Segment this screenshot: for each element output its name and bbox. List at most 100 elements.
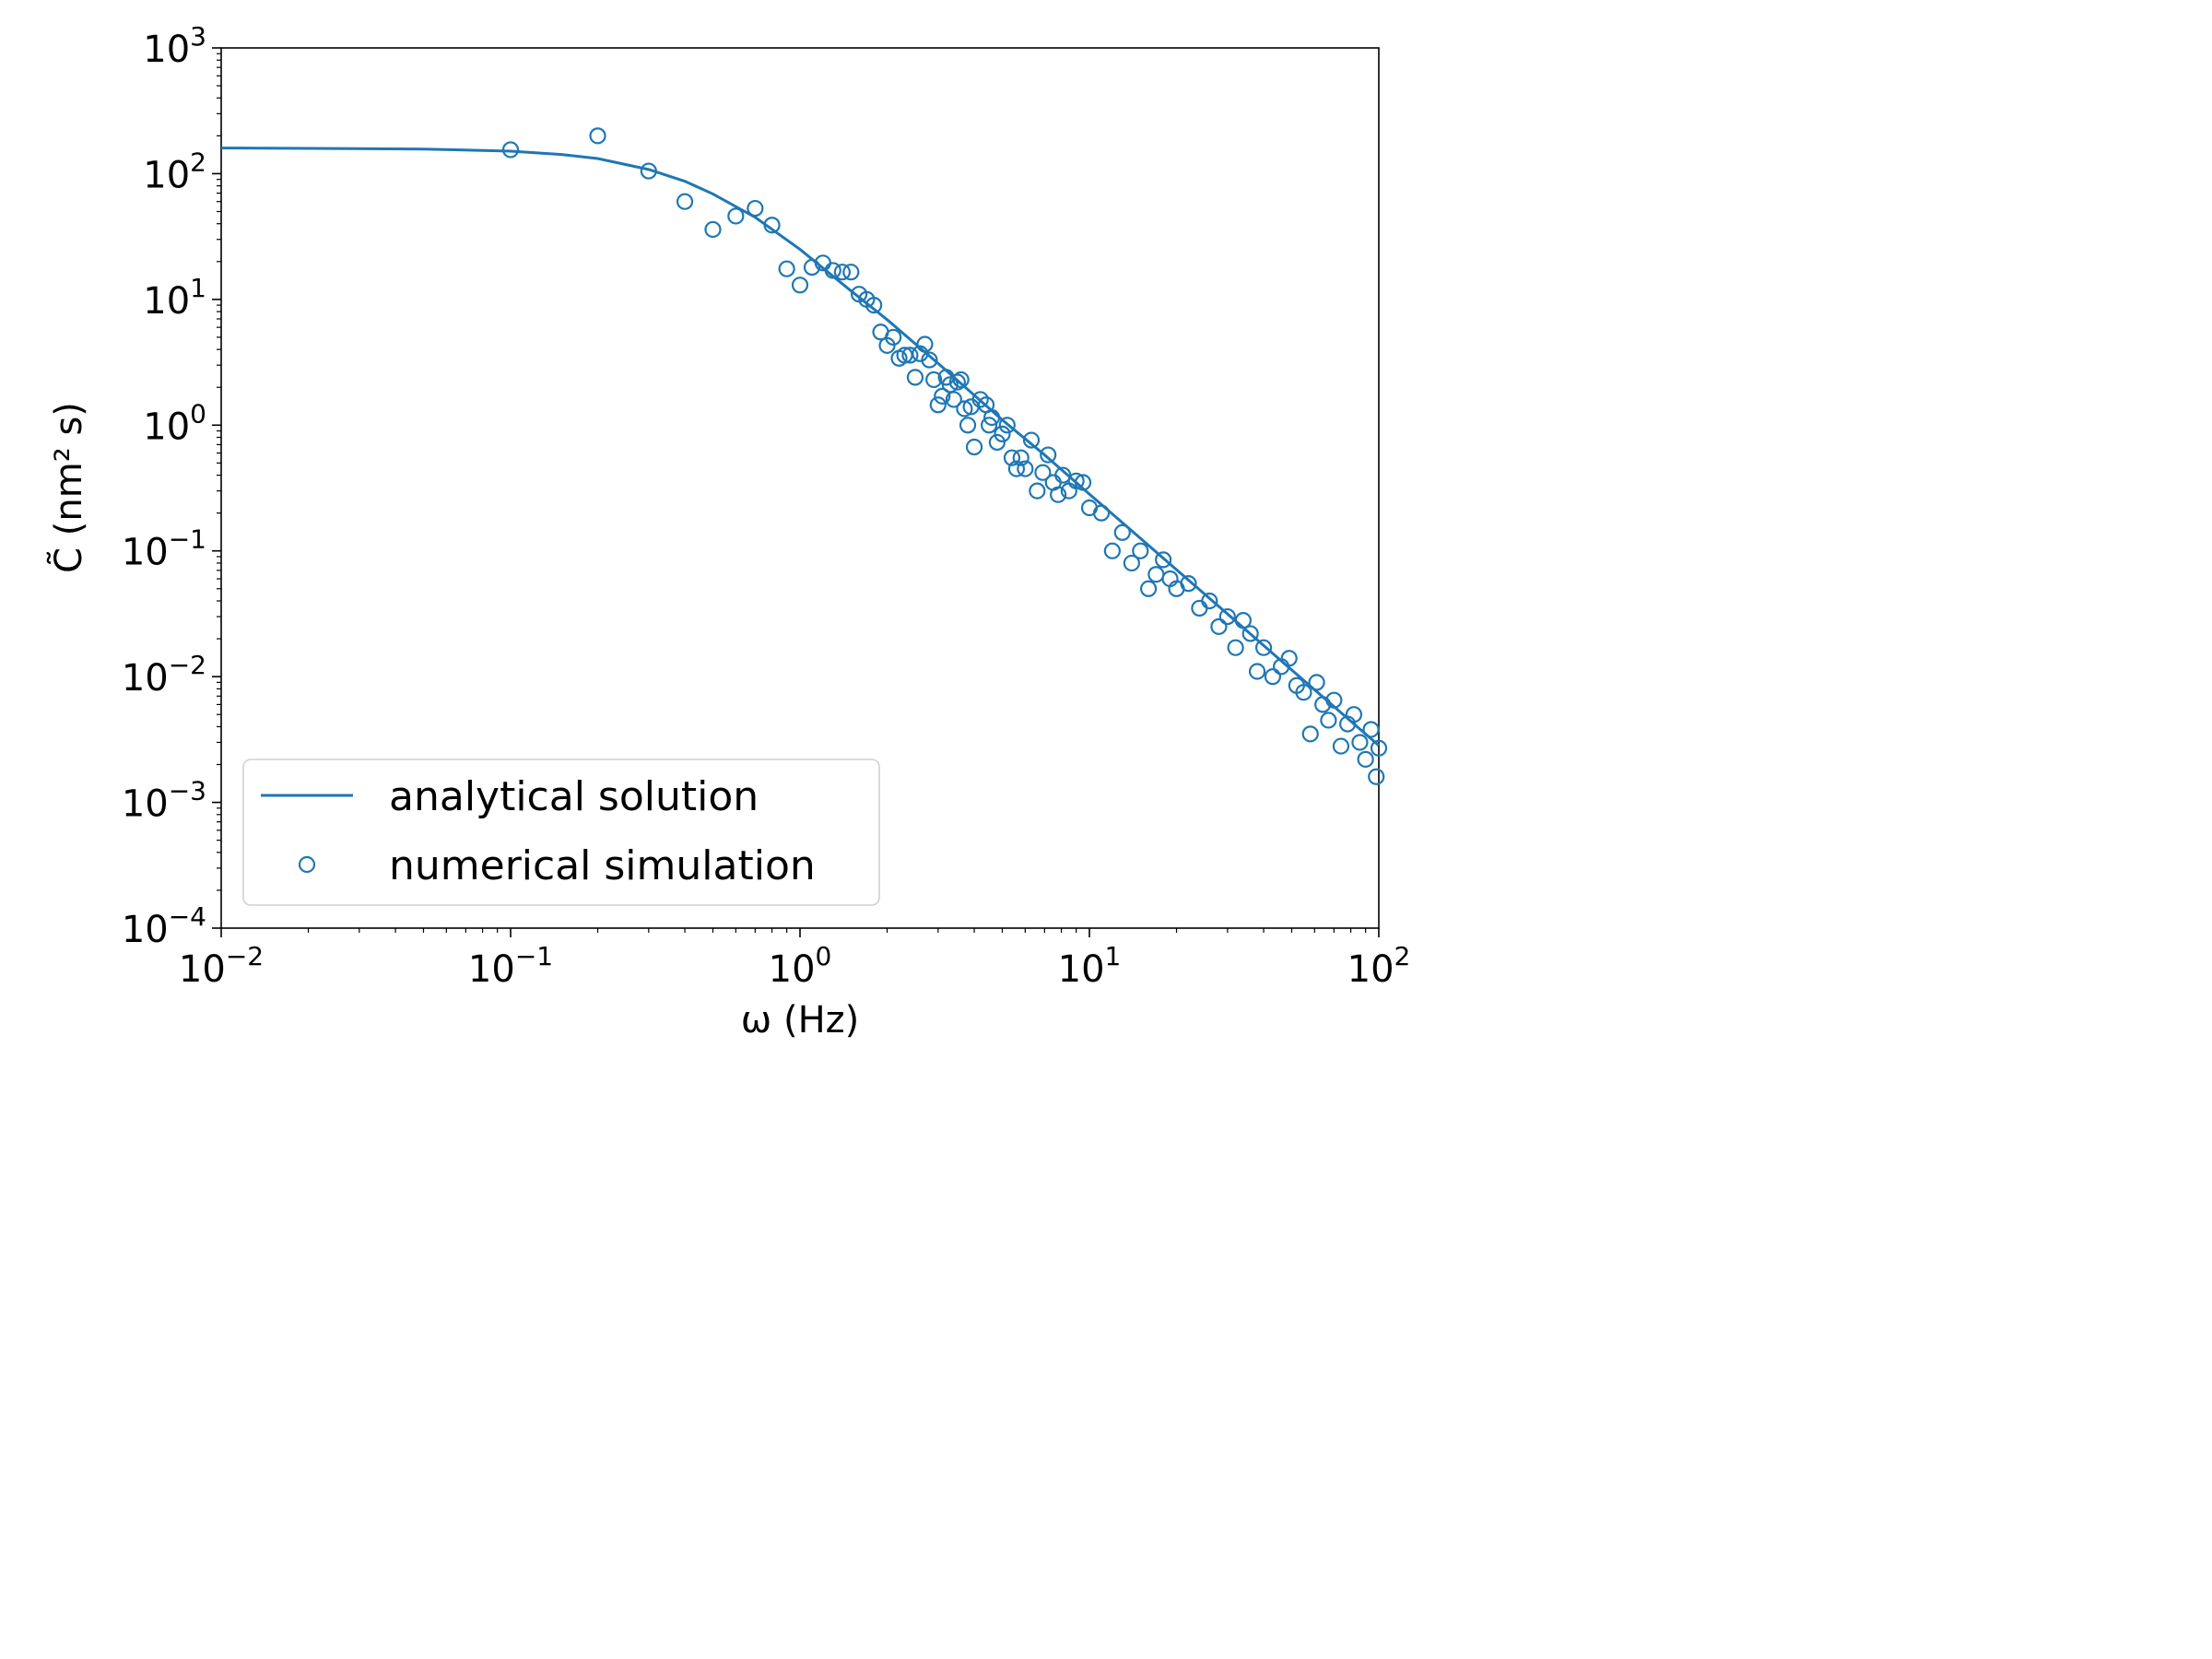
data-point [704, 220, 722, 239]
data-point [921, 351, 938, 369]
data-point [676, 193, 694, 210]
data-point [501, 141, 520, 159]
data-point [1320, 712, 1337, 729]
data-point [1280, 650, 1298, 667]
data-point [1003, 449, 1021, 466]
data-point [1368, 768, 1385, 785]
data-point [1067, 472, 1085, 489]
legend-marker-swatch [298, 855, 316, 874]
data-point [865, 297, 883, 314]
data-point [1022, 431, 1041, 449]
data-point [1308, 674, 1325, 691]
data-point [778, 260, 795, 277]
data-point [1123, 554, 1140, 572]
data-point [1180, 575, 1197, 593]
data-point [998, 417, 1016, 434]
data-point [747, 199, 764, 218]
data-point [1074, 474, 1092, 491]
ticks: 10−2 10−1 100 101 102 10−4 10−3 10−2 10−1 100 101 1… [122, 21, 1411, 991]
data-point [1092, 504, 1111, 522]
x-axis-title: ω (Hz) [741, 999, 860, 1041]
data-point [791, 276, 809, 294]
data-point [1241, 625, 1259, 642]
numerical-simulation-series [501, 127, 1388, 785]
data-point [1103, 542, 1121, 559]
data-point [803, 258, 821, 276]
y-tick-label: 10−1 [122, 524, 206, 574]
data-point [1017, 460, 1034, 477]
legend-label-analytical: analytical solution [389, 773, 759, 820]
data-point [956, 400, 973, 418]
chart: 10−2 10−1 100 101 102 10−4 10−3 10−2 10−1 100 101 1… [46, 21, 1411, 1041]
data-point [959, 417, 977, 434]
data-point [640, 162, 657, 180]
data-point [934, 387, 951, 405]
data-point [1248, 663, 1266, 680]
data-point [952, 371, 970, 389]
data-point [925, 371, 943, 389]
data-point [1113, 524, 1131, 541]
legend-label-numerical: numerical simulation [389, 842, 816, 889]
data-point [763, 217, 781, 234]
data-point [1218, 607, 1236, 626]
data-point [1139, 580, 1158, 597]
data-point [1295, 684, 1312, 701]
data-point [971, 391, 989, 408]
y-tick-label: 102 [143, 147, 206, 196]
data-point [885, 328, 902, 347]
data-point [1210, 618, 1228, 635]
data-point [1370, 739, 1388, 757]
y-tick-label: 101 [143, 273, 206, 323]
data-point [1029, 482, 1046, 500]
data-point [1012, 449, 1030, 466]
data-point [983, 408, 1001, 427]
x-tick-label: 102 [1347, 941, 1411, 991]
data-point [901, 347, 919, 364]
data-point [1254, 639, 1273, 656]
data-point [988, 433, 1006, 452]
data-point [1040, 446, 1057, 464]
x-tick-label: 10−2 [179, 941, 264, 991]
x-tick-label: 10−1 [468, 941, 553, 991]
data-point [1132, 542, 1149, 559]
data-point [842, 264, 860, 281]
data-point [727, 207, 745, 225]
data-point [1314, 696, 1332, 713]
data-point [916, 335, 934, 353]
data-point [1362, 721, 1380, 738]
data-point [1147, 566, 1165, 583]
data-point [1201, 592, 1218, 610]
data-point [1191, 599, 1208, 618]
plot-area: 10−2 10−1 100 101 102 10−4 10−3 10−2 10−1 100 101 1… [122, 21, 1411, 991]
data-point [994, 425, 1011, 443]
data-point [833, 264, 851, 281]
y-tick-label: 10−2 [122, 650, 206, 700]
data-point [1050, 486, 1067, 503]
data-point [906, 369, 924, 386]
y-tick-label: 10−4 [122, 901, 206, 951]
data-point [1301, 725, 1319, 743]
data-point [1351, 734, 1369, 751]
data-point [1155, 551, 1172, 569]
y-tick-label: 100 [143, 398, 206, 448]
data-point [1034, 464, 1052, 481]
analytical-solution-series [220, 147, 1380, 747]
x-tick-label: 100 [769, 941, 832, 991]
data-point [589, 127, 606, 145]
data-point [1234, 612, 1252, 629]
data-point [1332, 737, 1350, 755]
y-axis-title: C̃ (nm² s) [46, 402, 90, 573]
data-point [1357, 750, 1374, 768]
data-point [981, 417, 998, 434]
data-point [1007, 460, 1026, 477]
data-point [1325, 691, 1343, 709]
legend: analytical solution numerical simulation [242, 759, 880, 906]
data-point [1264, 668, 1282, 686]
legend-frame [242, 759, 880, 906]
data-point [929, 396, 947, 414]
data-point [945, 391, 962, 408]
analytical-solution-line [220, 147, 1380, 747]
y-tick-label: 10−3 [122, 776, 206, 826]
data-point [1227, 639, 1244, 656]
y-tick-label: 103 [143, 21, 206, 71]
